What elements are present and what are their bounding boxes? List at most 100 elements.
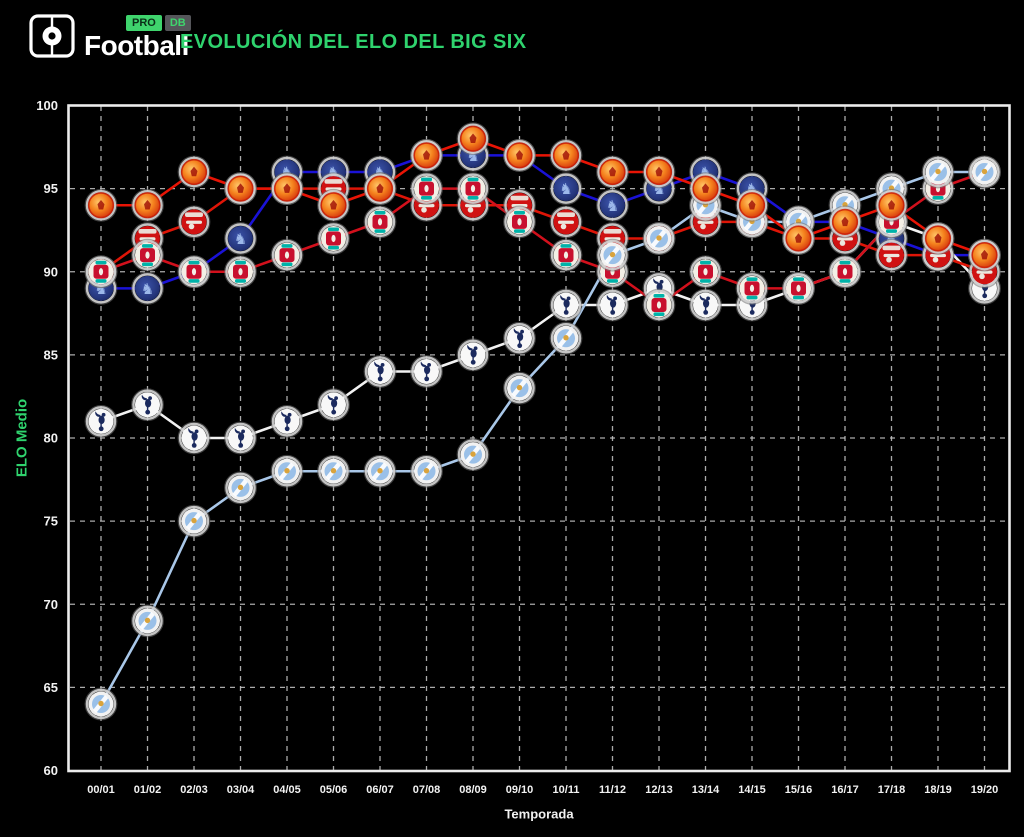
liverpool-crest-marker <box>270 238 304 272</box>
united-crest-marker <box>689 172 722 206</box>
liverpool-crest-marker <box>131 238 164 272</box>
city-crest-marker <box>968 155 1001 189</box>
axis-tick-labels: 100 95 90 85 80 75 70 65 60 00/01 01/02 02/03 03/04 0… <box>36 98 998 796</box>
x-tick-label: 05/06 <box>320 784 348 796</box>
y-tick-label: 100 <box>36 98 58 113</box>
x-tick-label: 13/14 <box>692 784 720 796</box>
tottenham-crest-marker <box>549 288 583 322</box>
chelsea-crest-marker: ♞ <box>596 188 629 222</box>
tottenham-crest-marker <box>410 355 443 388</box>
x-tick-label: 15/16 <box>785 784 813 796</box>
city-crest-marker <box>596 238 629 272</box>
y-tick-label: 60 <box>44 763 58 778</box>
badge-pro: PRO <box>126 15 162 31</box>
x-tick-label: 00/01 <box>87 784 115 796</box>
liverpool-crest-marker <box>410 172 443 206</box>
badge-db: DB <box>164 15 191 31</box>
tottenham-crest-marker <box>363 355 397 388</box>
tottenham-crest-marker <box>177 421 211 455</box>
tottenham-crest-marker <box>456 338 490 372</box>
city-crest-marker <box>317 454 350 488</box>
united-crest-marker <box>363 172 397 206</box>
y-tick-label: 70 <box>44 597 58 612</box>
svg-text:♞: ♞ <box>606 198 619 215</box>
city-crest-marker <box>642 222 676 255</box>
city-crest-marker <box>131 604 164 638</box>
city-crest-marker <box>270 454 304 488</box>
city-crest-marker <box>224 471 257 505</box>
x-tick-label: 10/11 <box>553 784 580 796</box>
city-crest-marker <box>177 504 211 538</box>
arsenal-crest-marker <box>875 238 908 272</box>
x-tick-label: 03/04 <box>227 784 255 796</box>
y-tick-label: 85 <box>44 347 58 362</box>
x-tick-label: 14/15 <box>738 784 766 796</box>
tottenham-crest-marker <box>689 288 722 322</box>
united-crest-marker <box>828 205 862 239</box>
svg-text:♞: ♞ <box>234 231 247 248</box>
united-crest-marker <box>317 188 350 222</box>
liverpool-crest-marker <box>735 271 769 305</box>
plot-frame <box>67 104 1011 773</box>
logo-badges: PRO DB <box>126 15 191 31</box>
city-crest-marker <box>84 687 118 721</box>
liverpool-crest-marker <box>503 205 536 239</box>
liverpool-crest-marker <box>84 255 118 289</box>
y-tick-label: 65 <box>44 680 58 695</box>
header: PRO DB Football EVOLUCIÓN DEL ELO DEL BI… <box>0 0 1024 92</box>
liverpool-crest-marker <box>456 172 490 206</box>
liverpool-crest-marker <box>782 271 815 305</box>
x-tick-label: 04/05 <box>273 784 301 796</box>
united-crest-marker <box>735 188 769 222</box>
united-crest-marker <box>596 155 629 189</box>
page-title: EVOLUCIÓN DEL ELO DEL BIG SIX <box>180 31 527 53</box>
united-crest-marker <box>782 222 815 255</box>
x-tick-label: 12/13 <box>645 784 673 796</box>
x-tick-label: 11/12 <box>599 784 626 796</box>
x-tick-label: 07/08 <box>413 784 441 796</box>
united-crest-marker <box>549 138 583 172</box>
liverpool-crest-marker <box>317 222 350 255</box>
united-crest-marker <box>131 188 164 222</box>
x-tick-label: 06/07 <box>366 784 394 796</box>
united-crest-marker <box>642 155 676 189</box>
liverpool-crest-marker <box>828 255 862 289</box>
liverpool-crest-marker <box>642 288 676 322</box>
united-crest-marker <box>503 138 536 172</box>
arsenal-crest-marker <box>177 205 211 239</box>
x-tick-label: 09/10 <box>506 784 534 796</box>
x-axis-title: Temporada <box>504 806 574 822</box>
tottenham-crest-marker <box>224 421 257 455</box>
city-crest-marker <box>410 454 443 488</box>
x-tick-label: 02/03 <box>180 784 208 796</box>
united-crest-marker <box>456 122 490 156</box>
arsenal-crest-marker <box>549 205 583 239</box>
x-tick-label: 16/17 <box>831 784 859 796</box>
liverpool-crest-marker <box>689 255 722 289</box>
x-tick-label: 17/18 <box>878 784 906 796</box>
besoccer-pitch-icon <box>29 14 75 58</box>
tottenham-crest-marker <box>84 404 118 438</box>
united-crest-marker <box>84 188 118 222</box>
y-tick-label: 90 <box>44 264 58 279</box>
united-crest-marker <box>177 155 211 189</box>
x-tick-label: 19/20 <box>971 784 999 796</box>
tottenham-crest-marker <box>270 404 304 438</box>
liverpool-crest-marker <box>224 255 257 289</box>
y-tick-label: 95 <box>44 181 58 196</box>
united-crest-marker <box>270 172 304 206</box>
tottenham-crest-marker <box>503 321 536 355</box>
city-crest-marker <box>549 321 583 355</box>
liverpool-crest-marker <box>177 255 211 289</box>
x-tick-label: 08/09 <box>459 784 487 796</box>
svg-text:♞: ♞ <box>141 281 154 298</box>
united-crest-marker <box>410 138 443 172</box>
x-tick-label: 01/02 <box>134 784 162 796</box>
tottenham-crest-marker <box>596 288 629 322</box>
city-crest-marker <box>456 438 490 472</box>
united-crest-marker <box>875 188 908 222</box>
y-tick-label: 80 <box>44 431 58 446</box>
logo-wordmark: Football <box>84 30 189 61</box>
